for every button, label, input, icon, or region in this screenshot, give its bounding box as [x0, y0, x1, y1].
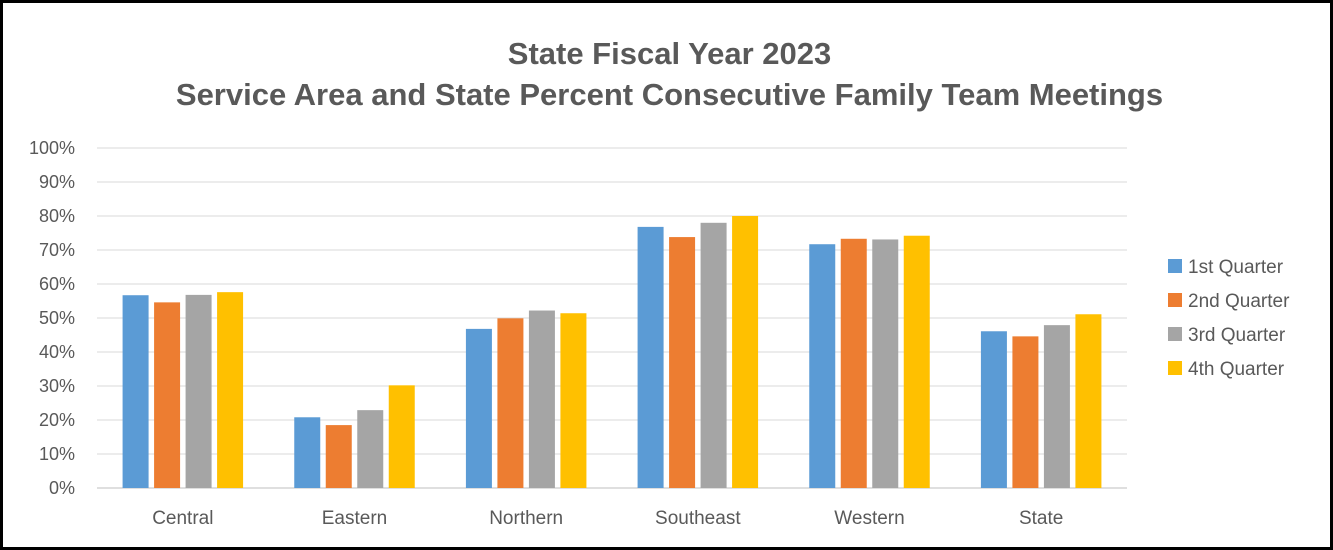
bar-western-q2 — [840, 238, 867, 488]
chart-subtitle: Service Area and State Percent Consecuti… — [175, 77, 1164, 112]
y-tick-label: 100% — [29, 138, 75, 158]
bar-northern-q1 — [465, 328, 492, 488]
bar-central-q1 — [122, 295, 149, 488]
legend-label: 3rd Quarter — [1188, 325, 1286, 346]
bar-eastern-q3 — [357, 410, 384, 488]
legend-swatch — [1168, 327, 1182, 341]
legend-label: 2nd Quarter — [1188, 291, 1290, 312]
legend-label: 4th Quarter — [1188, 359, 1285, 380]
bar-central-q2 — [154, 302, 181, 488]
bar-southeast-q1 — [637, 226, 664, 488]
bar-central-q3 — [185, 294, 212, 488]
bar-southeast-q2 — [669, 237, 696, 488]
chart-title-block: State Fiscal Year 2023 Service Area and … — [3, 33, 1333, 115]
y-tick-label: 50% — [39, 308, 75, 328]
bar-northern-q2 — [497, 318, 524, 488]
bar-western-q3 — [872, 239, 899, 488]
bar-eastern-q4 — [388, 385, 415, 488]
legend: 1st Quarter 2nd Quarter 3rd Quarter 4th Qua… — [1168, 257, 1290, 380]
bar-western-q4 — [903, 235, 930, 488]
x-category-label: Western — [834, 508, 904, 529]
x-category-label: Southeast — [655, 508, 741, 529]
gridlines — [97, 147, 1127, 489]
y-tick-label: 80% — [39, 206, 75, 226]
y-tick-label: 0% — [49, 478, 75, 498]
legend-label: 1st Quarter — [1188, 257, 1284, 278]
bar-central-q4 — [217, 292, 244, 488]
legend-swatch — [1168, 259, 1182, 273]
y-tick-label: 40% — [39, 342, 75, 362]
x-category-label: State — [1019, 508, 1063, 529]
y-tick-label: 20% — [39, 410, 75, 430]
y-tick-label: 60% — [39, 274, 75, 294]
bar-southeast-q4 — [732, 216, 759, 488]
bar-southeast-q3 — [700, 222, 727, 489]
bar-state-q1 — [980, 331, 1007, 488]
bar-western-q1 — [809, 244, 836, 488]
x-category-label: Northern — [489, 508, 563, 529]
bar-state-q4 — [1075, 314, 1102, 488]
y-tick-label: 10% — [39, 444, 75, 464]
x-axis-categories: Central Eastern Northern Southeast Western St… — [152, 508, 1063, 529]
y-tick-label: 70% — [39, 240, 75, 260]
bars — [122, 216, 1102, 489]
y-tick-label: 30% — [39, 376, 75, 396]
bar-northern-q4 — [560, 313, 587, 488]
chart-title: State Fiscal Year 2023 — [507, 36, 832, 71]
bar-northern-q3 — [528, 310, 555, 488]
y-axis-ticks: 0% 10% 20% 30% 40% 50% 60% 70% 80% 90% 100% — [29, 138, 75, 498]
x-category-label: Eastern — [322, 508, 387, 529]
bar-state-q2 — [1012, 336, 1039, 488]
bar-eastern-q1 — [294, 417, 321, 488]
legend-swatch — [1168, 293, 1182, 307]
legend-swatch — [1168, 361, 1182, 375]
bar-eastern-q2 — [325, 425, 352, 488]
y-tick-label: 90% — [39, 172, 75, 192]
bar-state-q3 — [1043, 325, 1070, 488]
x-category-label: Central — [152, 508, 213, 529]
